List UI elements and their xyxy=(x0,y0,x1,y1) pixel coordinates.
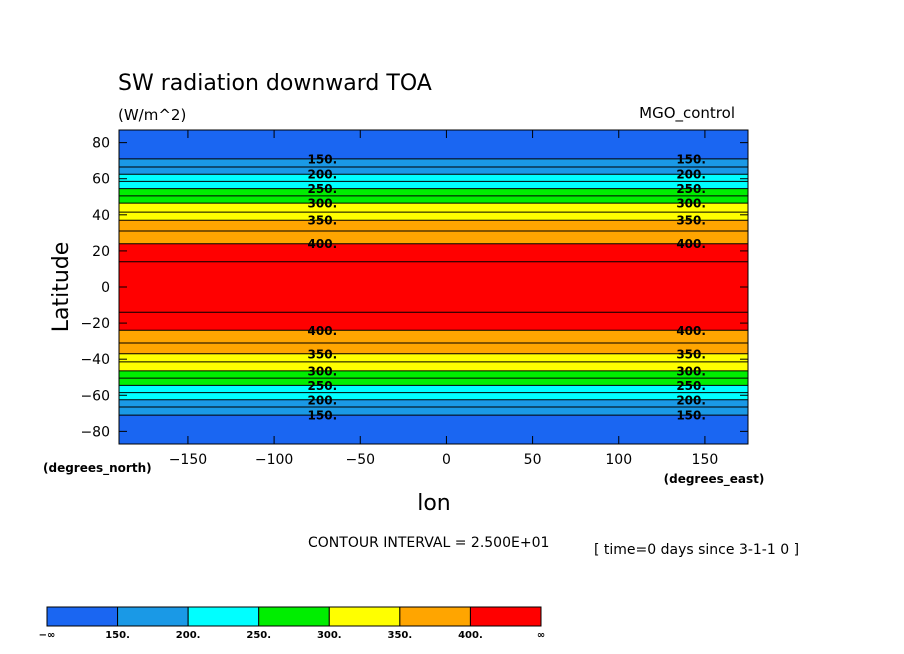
contour-label-150: 150. xyxy=(308,409,338,423)
time-label: [ time=0 days since 3-1-1 0 ] xyxy=(594,542,799,558)
band-south-250_275 xyxy=(119,378,748,386)
band-north-150_175 xyxy=(119,158,748,167)
contour-label-250: 250. xyxy=(676,182,706,196)
colorbar-swatch xyxy=(258,606,330,627)
contour-label-350: 350. xyxy=(308,347,338,361)
band-south-below_150 xyxy=(119,415,748,444)
band-south-above_400 xyxy=(119,312,748,331)
band-north-above_400 xyxy=(119,243,748,262)
contour-label-400: 400. xyxy=(676,237,706,251)
x-axis-title: lon xyxy=(417,491,451,516)
contour-interval-label: CONTOUR INTERVAL = 2.500E+01 xyxy=(308,535,549,551)
y-tick-label: −60 xyxy=(80,388,110,404)
band-south-350_375 xyxy=(119,342,748,354)
contour-label-300: 300. xyxy=(676,364,706,378)
contour-label-350: 350. xyxy=(676,347,706,361)
colorbar: −∞ 150. 200. 250. 300. 350. 400. ∞ xyxy=(39,606,545,641)
x-tick-label: 50 xyxy=(524,452,542,468)
contour-label-150: 150. xyxy=(676,409,706,423)
band-south-300_325 xyxy=(119,361,748,371)
x-tick-label: 100 xyxy=(605,452,632,468)
band-north-375_400 xyxy=(119,231,748,244)
band-equator xyxy=(119,261,748,313)
y-tick-label: 60 xyxy=(92,172,110,188)
contour-label-200: 200. xyxy=(308,393,338,407)
band-north-350_375 xyxy=(119,220,748,232)
y-tick-label: −20 xyxy=(80,316,110,332)
band-south-150_175 xyxy=(119,407,748,416)
y-tick-label: −40 xyxy=(80,352,110,368)
contour-label-200: 200. xyxy=(676,168,706,182)
y-tick-label: 20 xyxy=(92,244,110,260)
colorbar-label: −∞ xyxy=(39,630,56,641)
band-south-200_225 xyxy=(119,392,748,400)
contour-label-400: 400. xyxy=(308,237,338,251)
x-units-label: (degrees_east) xyxy=(664,472,765,487)
y-tick-label: −80 xyxy=(80,424,110,440)
colorbar-label: 250. xyxy=(246,630,271,641)
colorbar-swatch xyxy=(46,606,119,627)
x-tick-label: 0 xyxy=(442,452,451,468)
band-north-225_250 xyxy=(119,181,748,189)
contour-label-300: 300. xyxy=(308,364,338,378)
x-tick-label: −100 xyxy=(255,452,293,468)
band-south-275_300 xyxy=(119,370,748,379)
contour-lines xyxy=(119,158,748,416)
y-axis-title: Latitude xyxy=(49,242,74,333)
colorbar-label: ∞ xyxy=(537,630,545,641)
y-tick-label: 80 xyxy=(92,136,110,152)
colorbar-swatch xyxy=(187,606,260,627)
band-north-200_225 xyxy=(119,174,748,182)
colorbar-label: 150. xyxy=(105,630,130,641)
contour-label-400: 400. xyxy=(308,324,338,338)
y-units-label: (degrees_north) xyxy=(43,461,152,476)
band-north-175_200 xyxy=(119,166,748,175)
contour-label-300: 300. xyxy=(676,197,706,211)
contour-label-350: 350. xyxy=(308,214,338,228)
contour-label-150: 150. xyxy=(308,152,338,166)
band-south-375_400 xyxy=(119,330,748,343)
x-tick-label: 150 xyxy=(692,452,719,468)
y-tick-label: 40 xyxy=(92,208,110,224)
chart-title: SW radiation downward TOA xyxy=(118,71,432,96)
colorbar-swatch xyxy=(469,606,542,627)
band-south-225_250 xyxy=(119,385,748,393)
contour-label-300: 300. xyxy=(308,197,338,211)
contour-label-150: 150. xyxy=(676,152,706,166)
x-tick-label: −50 xyxy=(345,452,375,468)
contour-label-200: 200. xyxy=(676,393,706,407)
contour-label-250: 250. xyxy=(676,379,706,393)
dataset-label: MGO_control xyxy=(639,104,735,123)
y-tick-label: 0 xyxy=(101,280,110,296)
colorbar-swatch xyxy=(117,606,189,627)
colorbar-swatch xyxy=(399,606,471,627)
colorbar-swatch xyxy=(328,606,401,627)
contour-label-250: 250. xyxy=(308,182,338,196)
contour-label-400: 400. xyxy=(676,324,706,338)
band-north-275_300 xyxy=(119,195,748,204)
colorbar-label: 200. xyxy=(176,630,201,641)
band-north-325_350 xyxy=(119,212,748,221)
band-south-175_200 xyxy=(119,399,748,408)
chart-units: (W/m^2) xyxy=(118,106,186,124)
contour-label-250: 250. xyxy=(308,379,338,393)
contour-label-200: 200. xyxy=(308,168,338,182)
colorbar-label: 300. xyxy=(317,630,342,641)
colorbar-label: 350. xyxy=(388,630,413,641)
x-tick-label: −150 xyxy=(169,452,207,468)
contour-labels: 150. 150.150. 150.200. 200.200. 200.250. 250.… xyxy=(308,152,706,423)
contour-fill-bands xyxy=(119,130,748,444)
y-axis-ticks: 80 60 40 20 0 −20 −40 −60 −80 xyxy=(80,136,748,440)
band-north-below_150 xyxy=(119,130,748,159)
band-south-325_350 xyxy=(119,353,748,362)
contour-label-350: 350. xyxy=(676,214,706,228)
band-north-250_275 xyxy=(119,188,748,196)
band-north-300_325 xyxy=(119,203,748,213)
colorbar-label: 400. xyxy=(458,630,483,641)
x-axis-ticks: −150 −100 −50 0 50 100 150 xyxy=(169,130,719,468)
